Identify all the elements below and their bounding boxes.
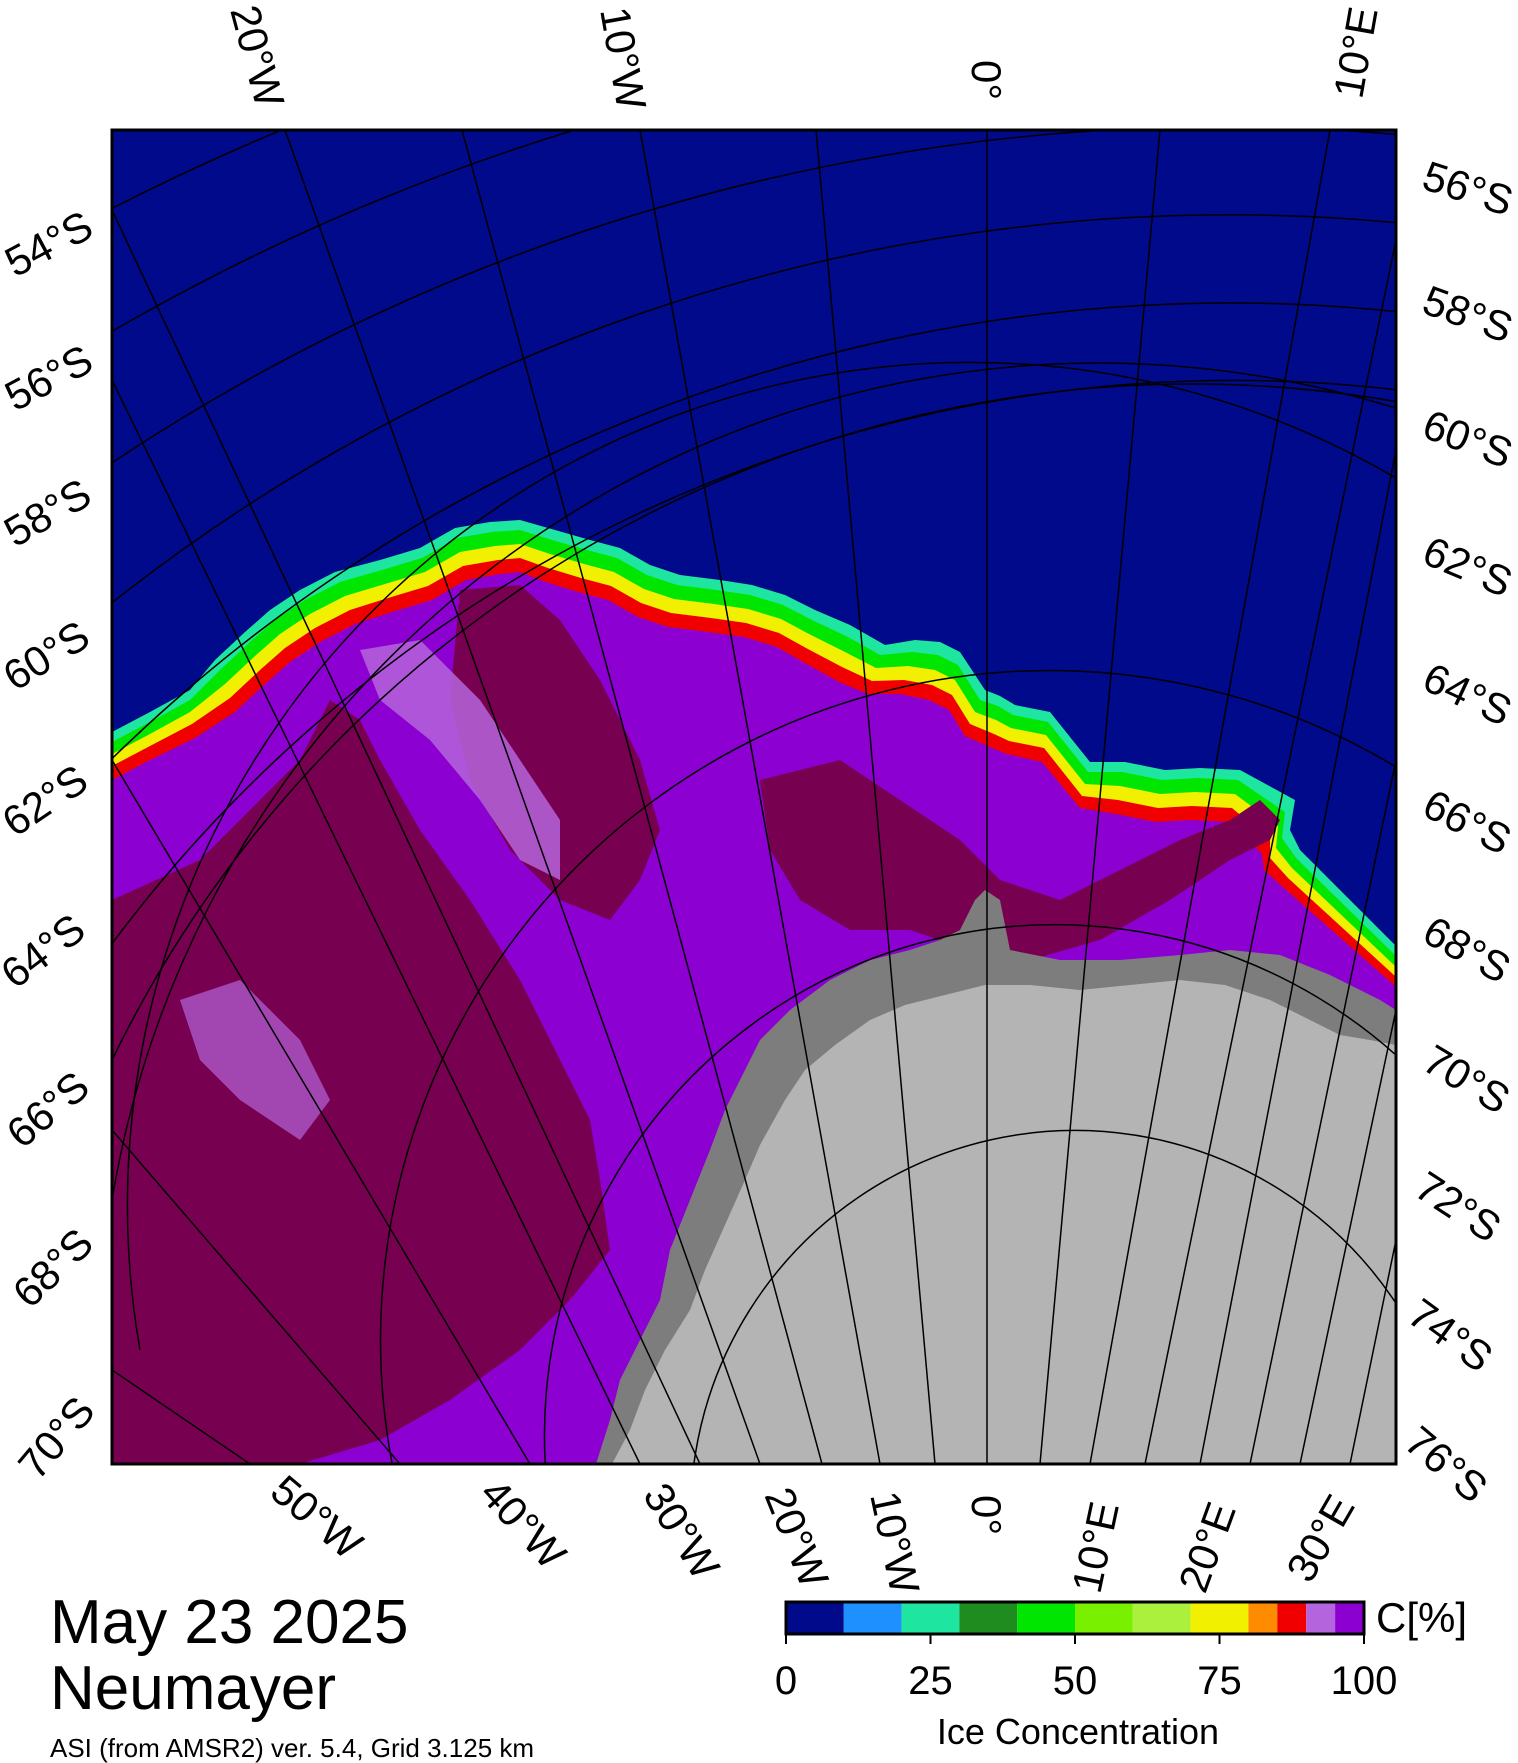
dense-ice-patch-central xyxy=(450,585,660,920)
parallel-58s xyxy=(112,130,1396,464)
colorbar-bin xyxy=(1017,1602,1075,1634)
meridian-30e xyxy=(1299,1009,1396,1464)
right-lat-label: 64°S xyxy=(1416,654,1518,735)
meridian-50w xyxy=(112,1129,401,1464)
left-lat-label: 66°S xyxy=(0,1062,98,1157)
bottom-lon-label: 30°E xyxy=(1277,1487,1363,1590)
meridian-15e xyxy=(1144,239,1396,1464)
top-lon-label: 20°W xyxy=(221,0,293,112)
right-lat-label: 74°S xyxy=(1400,1289,1502,1381)
left-lat-label: 70°S xyxy=(9,1387,104,1487)
parallel-62s xyxy=(112,302,1396,760)
bottom-lon-label: 20°E xyxy=(1169,1496,1244,1598)
right-lat-label: 70°S xyxy=(1415,1035,1518,1122)
map-frame xyxy=(110,128,1398,1466)
colorbar-bin xyxy=(959,1602,1018,1634)
left-lat-label: 58°S xyxy=(0,469,99,555)
antarctic-continent xyxy=(612,980,1396,1464)
colorbar-bin xyxy=(1190,1602,1249,1634)
map-area xyxy=(112,130,1396,1464)
colorbar-bin xyxy=(1132,1602,1191,1634)
meridian-20e xyxy=(1199,449,1396,1464)
right-lat-label: 56°S xyxy=(1417,152,1518,225)
data-source-note: ASI (from AMSR2) ver. 5.4, Grid 3.125 km xyxy=(50,1733,535,1763)
right-lat-label: 60°S xyxy=(1417,401,1518,478)
station-name: Neumayer xyxy=(50,1654,336,1723)
meridian-30w xyxy=(112,379,641,1464)
colorbar-tick-label: 25 xyxy=(908,1659,953,1703)
colorbar-title: Ice Concentration xyxy=(937,1711,1219,1752)
bottom-lon-label: 30°W xyxy=(634,1475,729,1588)
colorbar-tick-label: 100 xyxy=(1331,1659,1398,1703)
colorbar-bins xyxy=(786,1602,1364,1634)
meridian-5e xyxy=(1039,130,1161,1464)
parallel-60s xyxy=(112,214,1396,604)
dense-ice-patch-east xyxy=(760,760,1280,960)
right-latitude-labels: 56°S 58°S 60°S 62°S 64°S 66°S 68°S 70°S … xyxy=(1396,152,1518,1512)
parallel-74s xyxy=(543,923,1396,1464)
left-lat-label: 68°S xyxy=(4,1219,102,1316)
colorbar-unit-label: C[%] xyxy=(1376,1594,1467,1641)
top-lon-label: 10°W xyxy=(591,3,655,113)
bottom-lon-label: 10°E xyxy=(1063,1498,1128,1597)
graticule xyxy=(112,130,1396,1464)
parallel-66s xyxy=(112,383,1396,1061)
colorbar-bin xyxy=(1277,1602,1307,1634)
bottom-lon-label: 50°W xyxy=(262,1466,372,1569)
parallel-72s xyxy=(379,669,1396,1464)
right-lat-label: 76°S xyxy=(1396,1417,1496,1512)
top-lon-label: 10°E xyxy=(1325,3,1387,101)
meridian-5w xyxy=(815,130,936,1464)
left-lat-label: 62°S xyxy=(0,755,96,845)
dense-ice-patch-southwest xyxy=(112,980,400,1464)
colorbar-tick-label: 75 xyxy=(1197,1659,1242,1703)
left-lat-label: 64°S xyxy=(0,905,94,998)
left-lat-label: 56°S xyxy=(0,335,100,419)
left-lat-label: 60°S xyxy=(0,611,97,699)
colorbar-bin xyxy=(901,1602,960,1634)
parallel-76s xyxy=(693,1129,1396,1464)
meridian-40w xyxy=(112,759,531,1464)
bottom-lon-label: 20°W xyxy=(756,1481,838,1595)
bottom-lon-label: 10°W xyxy=(861,1487,928,1598)
lighter-ice-streak xyxy=(360,640,560,880)
right-lat-label: 68°S xyxy=(1416,907,1518,992)
top-longitude-labels: 20°W 10°W 0° 10°E xyxy=(221,0,1386,113)
left-lat-label: 54°S xyxy=(0,201,100,285)
meridian-10w xyxy=(639,130,881,1464)
meridian-35e xyxy=(1349,1239,1396,1464)
bottom-lon-label: 0° xyxy=(963,1495,1010,1535)
parallel-70s xyxy=(126,361,1396,1351)
bottom-longitude-labels: 50°W 40°W 30°W 20°W 10°W 0° 10°E 20°E 30… xyxy=(262,1466,1363,1598)
top-lon-label: 0° xyxy=(963,60,1010,100)
colorbar-bin xyxy=(1248,1602,1278,1634)
meridian-10e xyxy=(1089,130,1331,1464)
left-latitude-labels: 54°S 56°S 58°S 60°S 62°S 64°S 66°S 68°S … xyxy=(0,201,104,1487)
right-lat-label: 62°S xyxy=(1416,527,1518,606)
parallel-68s xyxy=(112,362,1396,1201)
map-date: May 23 2025 xyxy=(50,1588,409,1657)
meridian-60w xyxy=(112,1369,251,1464)
colorbar-tick-label: 50 xyxy=(1053,1659,1098,1703)
colorbar-bin xyxy=(1335,1602,1364,1634)
meridian-20w xyxy=(284,130,761,1464)
colorbar-tick-label: 0 xyxy=(775,1659,797,1703)
colorbar-bin xyxy=(786,1602,844,1634)
meridian-25e xyxy=(1249,759,1396,1464)
lighter-ice-streak-2 xyxy=(180,980,330,1140)
colorbar: 0 25 50 75 100 C[%] Ice Concentration xyxy=(775,1594,1467,1752)
meridian-15w xyxy=(461,130,823,1464)
colorbar-bin xyxy=(843,1602,902,1634)
colorbar-bin xyxy=(1075,1602,1133,1634)
right-lat-label: 58°S xyxy=(1417,276,1518,351)
colorbar-bin xyxy=(1306,1602,1336,1634)
right-lat-label: 66°S xyxy=(1416,780,1518,863)
meridian-25w xyxy=(112,209,701,1464)
bottom-lon-label: 40°W xyxy=(471,1470,575,1578)
right-lat-label: 72°S xyxy=(1407,1162,1509,1251)
